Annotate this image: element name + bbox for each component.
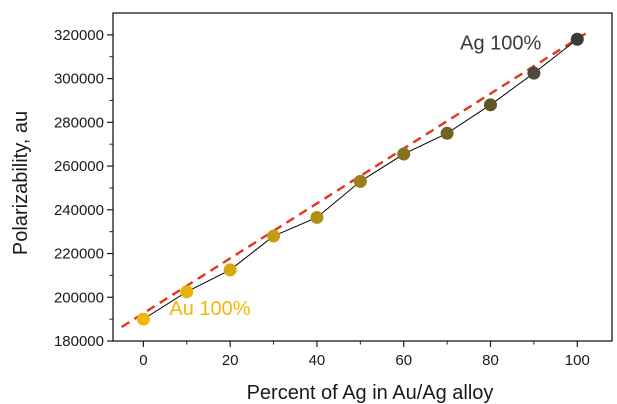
x-tick-label: 60 bbox=[395, 352, 412, 369]
data-point bbox=[267, 229, 281, 243]
y-tick-label: 180000 bbox=[54, 333, 104, 350]
data-point bbox=[484, 98, 498, 112]
y-tick-label: 260000 bbox=[54, 158, 104, 175]
x-tick-label: 100 bbox=[565, 352, 590, 369]
y-axis-ticks: 180000 200000 220000 240000 260000 280000 3000… bbox=[54, 27, 113, 350]
y-axis-label: Polarizability, au bbox=[10, 111, 32, 255]
y-tick-label: 300000 bbox=[54, 71, 104, 88]
annotations: Au 100% Ag 100% bbox=[169, 33, 541, 321]
annotation-label: Au 100% bbox=[169, 298, 250, 320]
data-point bbox=[353, 174, 367, 188]
y-tick-label: 220000 bbox=[54, 246, 104, 263]
y-tick-label: 320000 bbox=[54, 27, 104, 44]
plot-border bbox=[112, 12, 613, 342]
x-tick-label: 20 bbox=[222, 352, 239, 369]
x-axis-label: Percent of Ag in Au/Ag alloy bbox=[247, 382, 494, 404]
annotation-label: Ag 100% bbox=[460, 33, 541, 55]
x-tick-label: 40 bbox=[309, 352, 326, 369]
data-point bbox=[570, 32, 584, 46]
data-point bbox=[397, 147, 411, 161]
data-point bbox=[180, 285, 194, 299]
y-tick-label: 240000 bbox=[54, 202, 104, 219]
data-point bbox=[440, 126, 454, 140]
x-tick-label: 80 bbox=[482, 352, 499, 369]
x-tick-label: 0 bbox=[139, 352, 147, 369]
plot-frame bbox=[112, 12, 613, 342]
x-axis-ticks: 0 20 40 60 80 100 bbox=[139, 341, 590, 369]
data-point bbox=[136, 312, 150, 326]
data-point bbox=[223, 263, 237, 277]
data-point bbox=[310, 210, 324, 224]
y-tick-label: 200000 bbox=[54, 289, 104, 306]
data-point bbox=[527, 66, 541, 80]
data-points bbox=[136, 32, 584, 326]
y-tick-label: 280000 bbox=[54, 114, 104, 131]
